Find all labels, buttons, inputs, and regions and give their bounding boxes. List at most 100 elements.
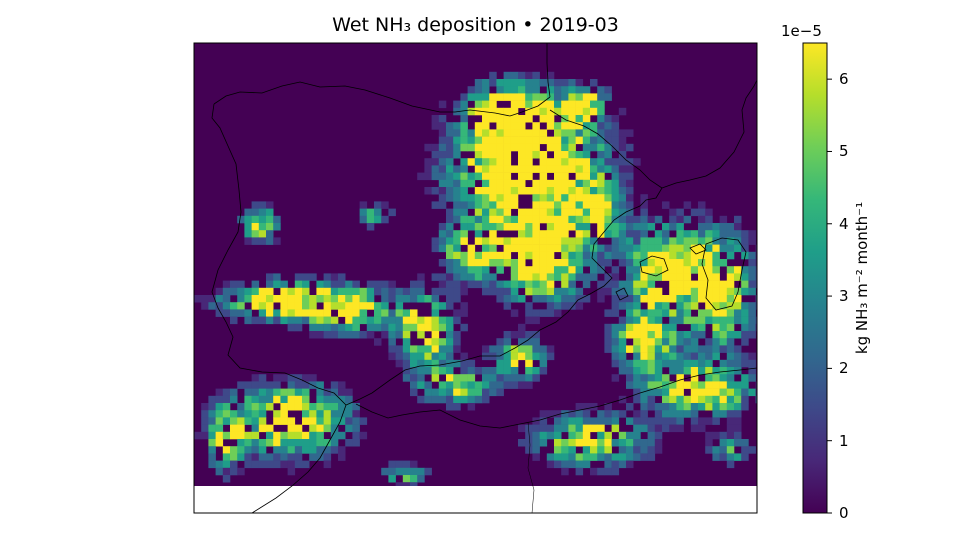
deposition-cell [575,431,584,440]
deposition-cell [244,381,252,389]
deposition-cell [604,309,612,317]
deposition-cell [215,395,224,404]
deposition-cell [741,287,749,296]
deposition-cell [669,395,677,404]
deposition-cell [690,403,699,411]
deposition-cell [554,129,562,137]
deposition-cell [302,374,310,382]
deposition-cell [266,316,274,325]
deposition-cell [273,395,281,404]
deposition-cell [654,388,663,397]
deposition-cell [611,187,620,195]
deposition-cell [712,280,720,289]
deposition-cell [467,107,476,116]
deposition-cell [294,395,303,404]
deposition-cell [489,273,497,281]
deposition-cell [683,395,692,404]
deposition-cell [489,107,497,116]
deposition-cell [230,302,238,310]
deposition-cell [474,259,483,267]
deposition-cell [654,345,663,353]
deposition-cell [654,251,663,260]
deposition-cell [640,194,648,202]
deposition-cell [525,208,533,217]
deposition-cell [330,403,339,411]
deposition-cell [568,424,576,433]
deposition-cell [510,359,519,368]
deposition-cell [222,417,231,425]
deposition-cell [539,309,548,317]
deposition-cell [525,71,533,80]
deposition-cell [374,338,382,346]
deposition-cell [676,223,684,231]
deposition-cell [676,316,684,325]
deposition-cell [546,201,555,209]
deposition-cell [683,302,692,310]
deposition-cell [489,367,497,375]
deposition-cell [597,136,605,145]
deposition-cell [474,129,483,137]
deposition-cell [618,395,627,404]
deposition-cell [446,251,454,260]
deposition-cell [683,381,692,389]
deposition-cell [431,352,440,361]
deposition-cell [518,381,526,389]
deposition-cell [352,323,360,332]
deposition-cell [352,287,360,296]
deposition-cell [647,374,656,382]
deposition-cell [525,345,533,353]
deposition-cell [489,100,497,109]
deposition-cell [446,403,454,411]
deposition-cell [618,287,627,296]
deposition-cell [244,395,252,404]
deposition-cell [698,201,706,209]
deposition-cell [510,215,519,224]
deposition-cell [640,223,648,231]
deposition-cell [460,374,468,382]
deposition-cell [374,215,382,224]
deposition-cell [662,323,670,332]
deposition-cell [474,79,483,87]
deposition-cell [590,273,598,281]
deposition-cell [482,287,490,296]
deposition-cell [237,439,245,447]
deposition-cell [402,316,411,325]
deposition-cell [662,237,670,245]
iberia-west-coastline [211,103,373,406]
deposition-cell [194,431,202,440]
deposition-cell [438,323,447,332]
deposition-cell [525,237,533,245]
deposition-cell [503,352,512,361]
deposition-cell [604,410,612,418]
deposition-cell [395,482,404,486]
deposition-cell [338,403,346,411]
deposition-cell [474,151,483,159]
deposition-cell [633,266,641,274]
deposition-cell [734,237,742,245]
deposition-cell [330,295,339,303]
deposition-cell [410,467,418,476]
deposition-cell [388,460,396,469]
deposition-cell [431,244,440,253]
deposition-cell [474,93,483,101]
deposition-cell [208,417,216,425]
deposition-cell [597,295,605,303]
deposition-cell [345,417,353,425]
deposition-cell [402,482,411,486]
deposition-cell [460,107,468,116]
deposition-cell [604,251,612,260]
deposition-cell [611,331,620,339]
deposition-cell [626,251,634,260]
deposition-cell [554,93,562,101]
deposition-cell [532,352,540,361]
deposition-cell [489,194,497,202]
deposition-cell [251,201,260,209]
deposition-cell [417,395,425,404]
deposition-cell [287,323,296,332]
deposition-cell [518,122,526,130]
deposition-cell [518,439,526,447]
deposition-cell [244,237,252,245]
deposition-cell [374,302,382,310]
deposition-cell [453,287,461,296]
deposition-cell [424,345,432,353]
